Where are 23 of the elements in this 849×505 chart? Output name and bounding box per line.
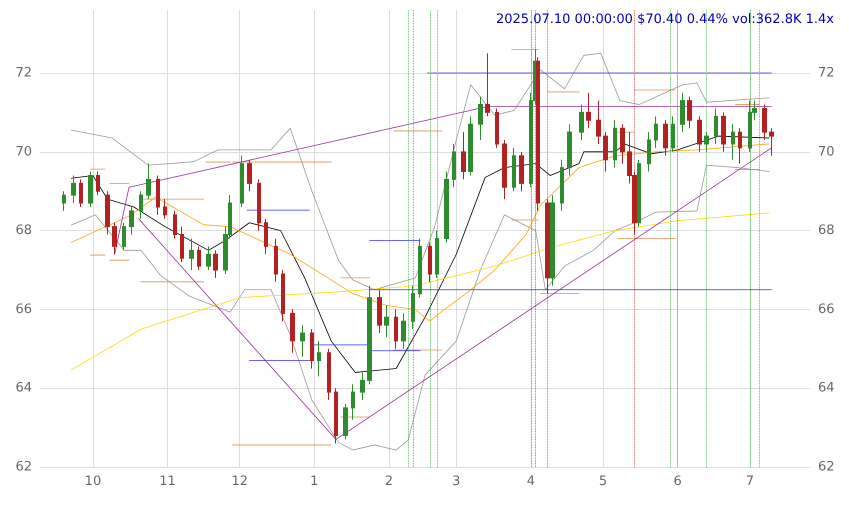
- x-tick-label: 6: [674, 474, 682, 489]
- y2-tick-label: 72: [818, 66, 835, 81]
- x-tick-label: 11: [159, 474, 176, 489]
- chart-title: 2025.07.10 00:00:00 $70.40 0.44% vol:362.8K 1.4x: [496, 12, 834, 27]
- x-tick-label: 3: [452, 474, 460, 489]
- y-tick-label: 68: [15, 223, 32, 238]
- y-tick-label: 62: [15, 460, 32, 474]
- y-tick-label: 66: [15, 302, 32, 317]
- x-tick-label: 4: [526, 474, 536, 489]
- y2-tick-label: 64: [818, 380, 835, 396]
- y2-tick-label: 70: [818, 144, 835, 160]
- x-tick-label: 1: [310, 474, 318, 489]
- x-tick-label: 7: [746, 474, 754, 489]
- y2-tick-label: 68: [818, 223, 835, 238]
- y2-tick-label: 62: [818, 460, 835, 474]
- y-tick-label: 70: [15, 144, 32, 160]
- x-tick-label: 12: [231, 474, 248, 489]
- x-tick-label: 10: [84, 474, 102, 489]
- x-tick-label: 5: [598, 474, 608, 489]
- y-tick-label: 72: [15, 66, 32, 81]
- y-tick-label: 64: [15, 380, 32, 396]
- y2-tick-label: 66: [818, 302, 835, 317]
- x-tick-label: 2: [384, 474, 394, 489]
